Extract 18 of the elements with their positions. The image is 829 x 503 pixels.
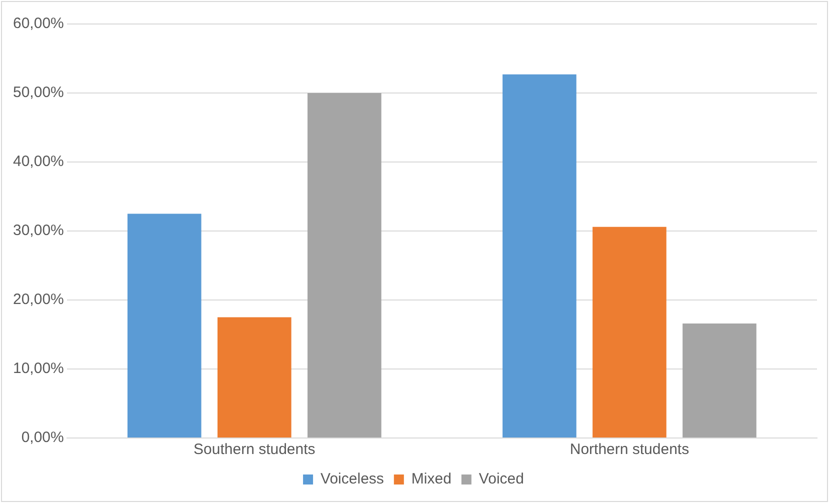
x-tick-label: Northern students — [570, 441, 690, 458]
bar — [308, 93, 382, 438]
legend-label: Voiced — [478, 470, 524, 488]
y-tick-label: 20,00% — [13, 291, 64, 308]
y-tick-label: 50,00% — [13, 84, 64, 102]
y-tick-label: 0,00% — [21, 429, 64, 446]
legend-label: Mixed — [411, 470, 452, 488]
x-tick-label: Southern students — [194, 441, 316, 458]
bar — [127, 214, 202, 438]
y-tick-label: 30,00% — [13, 222, 64, 240]
bar — [502, 74, 576, 438]
y-tick-label: 60,00% — [13, 15, 64, 32]
y-tick-label: 10,00% — [13, 360, 64, 378]
legend-label: Voiceless — [320, 470, 384, 488]
bar — [592, 226, 666, 438]
bar — [218, 317, 292, 438]
bar — [682, 323, 756, 438]
y-tick-label: 40,00% — [13, 153, 64, 170]
